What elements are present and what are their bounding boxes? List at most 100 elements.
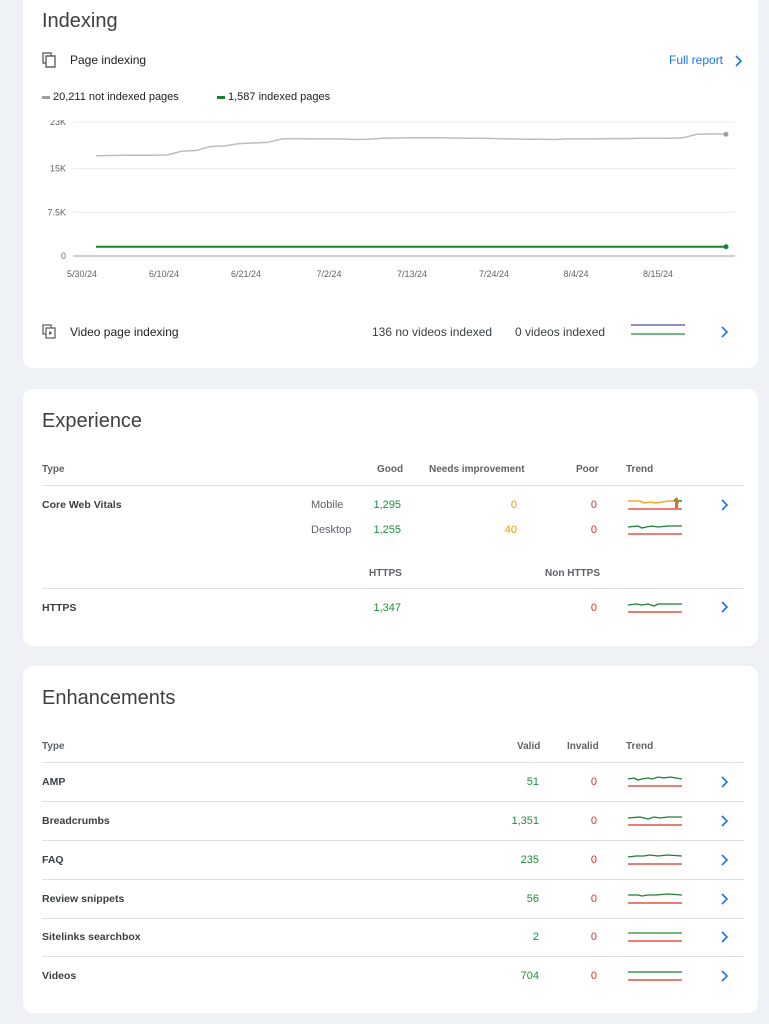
enh-row[interactable]: FAQ 235 0 bbox=[23, 841, 758, 880]
enh-row-trend-sparkline bbox=[628, 929, 682, 950]
enh-row-invalid: 0 bbox=[590, 815, 597, 827]
enh-row-valid: 51 bbox=[526, 776, 539, 788]
https-label[interactable]: HTTPS bbox=[42, 602, 77, 614]
video-no-videos-count: 136 no videos indexed bbox=[372, 325, 493, 339]
chart-y-tick-label: 7.5K bbox=[47, 207, 66, 217]
enh-row-chevron-icon[interactable] bbox=[720, 814, 730, 828]
cwv-mobile-poor: 0 bbox=[590, 499, 597, 511]
enh-row-chevron-icon[interactable] bbox=[720, 775, 730, 789]
enh-header-divider bbox=[42, 762, 744, 763]
enh-row-invalid: 0 bbox=[590, 776, 597, 788]
series-indexed-endpoint bbox=[723, 244, 729, 250]
enh-row-trend-sparkline bbox=[628, 968, 682, 989]
enh-row-chevron-icon[interactable] bbox=[720, 853, 730, 867]
full-report-link[interactable]: Full report bbox=[669, 53, 724, 67]
indexing-title: Indexing bbox=[42, 10, 118, 32]
enh-row-label: Review snippets bbox=[42, 893, 125, 905]
cwv-mobile-device: Mobile bbox=[311, 499, 344, 511]
chart-y-tick-label: 0 bbox=[61, 251, 66, 261]
enh-row-valid: 704 bbox=[520, 970, 539, 982]
enh-row-trend-sparkline bbox=[628, 891, 683, 912]
https-header-divider bbox=[42, 588, 744, 589]
chart-x-tick-label: 7/24/24 bbox=[479, 269, 509, 279]
enhancements-card: Enhancements Type Valid Invalid Trend AM… bbox=[23, 666, 758, 1013]
cwv-desktop-needs: 40 bbox=[504, 524, 517, 536]
https-chevron-icon[interactable] bbox=[720, 600, 730, 614]
enh-row-divider bbox=[42, 801, 744, 802]
series-not-indexed-line bbox=[95, 133, 727, 157]
enh-row-label: Breadcrumbs bbox=[42, 815, 110, 827]
enh-header-type: Type bbox=[42, 741, 65, 752]
enh-row-chevron-icon[interactable] bbox=[720, 969, 730, 983]
chart-y-tick-label: 23K bbox=[50, 120, 66, 127]
video-indexing-label: Video page indexing bbox=[70, 325, 179, 339]
enh-row-trend-sparkline bbox=[627, 813, 682, 834]
enh-row-invalid: 0 bbox=[590, 931, 597, 943]
https-header-https: HTTPS bbox=[369, 568, 402, 579]
enh-row-divider bbox=[42, 840, 744, 841]
enhancements-title: Enhancements bbox=[42, 687, 176, 709]
full-report-chevron-icon[interactable] bbox=[734, 54, 744, 68]
legend-not-indexed-swatch bbox=[42, 95, 50, 99]
series-not-indexed-endpoint bbox=[723, 131, 729, 137]
enh-header-valid: Valid bbox=[517, 741, 541, 752]
enh-row-trend-sparkline bbox=[627, 774, 683, 795]
enh-row-label: FAQ bbox=[42, 854, 64, 866]
chart-x-tick-label: 7/2/24 bbox=[316, 269, 341, 279]
experience-header-type: Type bbox=[42, 464, 65, 475]
enh-row[interactable]: Review snippets 56 0 bbox=[23, 880, 758, 919]
experience-header-divider bbox=[42, 485, 744, 486]
enh-row-divider bbox=[42, 879, 744, 880]
enh-row-divider bbox=[42, 956, 744, 957]
chart-y-tick-label: 15K bbox=[50, 164, 66, 174]
cwv-mobile-trend-sparkline bbox=[628, 497, 682, 518]
experience-header-good: Good bbox=[377, 464, 404, 475]
legend-not-indexed-label: 20,211 not indexed pages bbox=[53, 91, 179, 103]
cwv-chevron-icon[interactable] bbox=[720, 498, 730, 512]
enh-row-valid: 235 bbox=[520, 854, 539, 866]
chart-x-tick-label: 6/10/24 bbox=[149, 269, 179, 279]
enh-header-trend: Trend bbox=[626, 741, 654, 752]
enh-row[interactable]: Breadcrumbs 1,351 0 bbox=[23, 802, 758, 841]
enh-row-label: AMP bbox=[42, 776, 66, 788]
enh-row-invalid: 0 bbox=[590, 970, 597, 982]
legend-not-indexed[interactable]: 20,211 not indexed pages bbox=[42, 91, 179, 103]
enh-row[interactable]: Videos 704 0 bbox=[23, 957, 758, 995]
chart-x-tick-label: 5/30/24 bbox=[67, 269, 97, 279]
enh-row-chevron-icon[interactable] bbox=[720, 930, 730, 944]
legend-indexed-label: 1,587 indexed pages bbox=[228, 91, 331, 103]
cwv-mobile-needs: 0 bbox=[510, 499, 517, 511]
enh-row-valid: 2 bbox=[532, 931, 539, 943]
cwv-desktop-trend-sparkline bbox=[627, 522, 682, 543]
video-trend-sparkline bbox=[631, 323, 685, 342]
enh-row[interactable]: Sitelinks searchbox 2 0 bbox=[23, 918, 758, 957]
enh-row-invalid: 0 bbox=[590, 893, 597, 905]
experience-header-poor: Poor bbox=[576, 464, 599, 475]
https-header-non: Non HTTPS bbox=[545, 568, 600, 579]
cwv-mobile-good: 1,295 bbox=[373, 499, 401, 511]
enh-row-label: Videos bbox=[42, 970, 77, 982]
cwv-desktop-device: Desktop bbox=[311, 524, 352, 536]
https-trend-sparkline bbox=[627, 600, 682, 621]
experience-card: Experience Type Good Needs improvement P… bbox=[23, 389, 758, 646]
page-indexing-label: Page indexing bbox=[70, 53, 147, 67]
enh-row-chevron-icon[interactable] bbox=[720, 892, 730, 906]
enh-row-valid: 1,351 bbox=[511, 815, 539, 827]
cwv-desktop-poor: 0 bbox=[590, 524, 597, 536]
video-indexing-chevron-icon[interactable] bbox=[720, 325, 730, 339]
video-indexing-icon bbox=[42, 324, 56, 344]
enh-row-divider bbox=[42, 918, 744, 919]
enh-row-valid: 56 bbox=[526, 893, 539, 905]
non-https-count: 0 bbox=[590, 602, 597, 614]
chart-x-tick-label: 7/13/24 bbox=[397, 269, 427, 279]
experience-header-needs: Needs improvement bbox=[429, 464, 525, 475]
legend-indexed-swatch bbox=[217, 95, 225, 99]
legend-indexed[interactable]: 1,587 indexed pages bbox=[217, 91, 330, 103]
cwv-label[interactable]: Core Web Vitals bbox=[42, 499, 122, 511]
enh-row-trend-sparkline bbox=[627, 852, 683, 873]
enh-row-label: Sitelinks searchbox bbox=[42, 931, 141, 943]
page-indexing-chart: 23K 15K 7.5K 05/30/24 6/10/24 6/21/24 7/2/24 7/… bbox=[47, 120, 735, 279]
cwv-desktop-good: 1,255 bbox=[373, 524, 401, 536]
experience-title: Experience bbox=[42, 410, 143, 432]
enh-row[interactable]: AMP 51 0 bbox=[23, 763, 758, 802]
